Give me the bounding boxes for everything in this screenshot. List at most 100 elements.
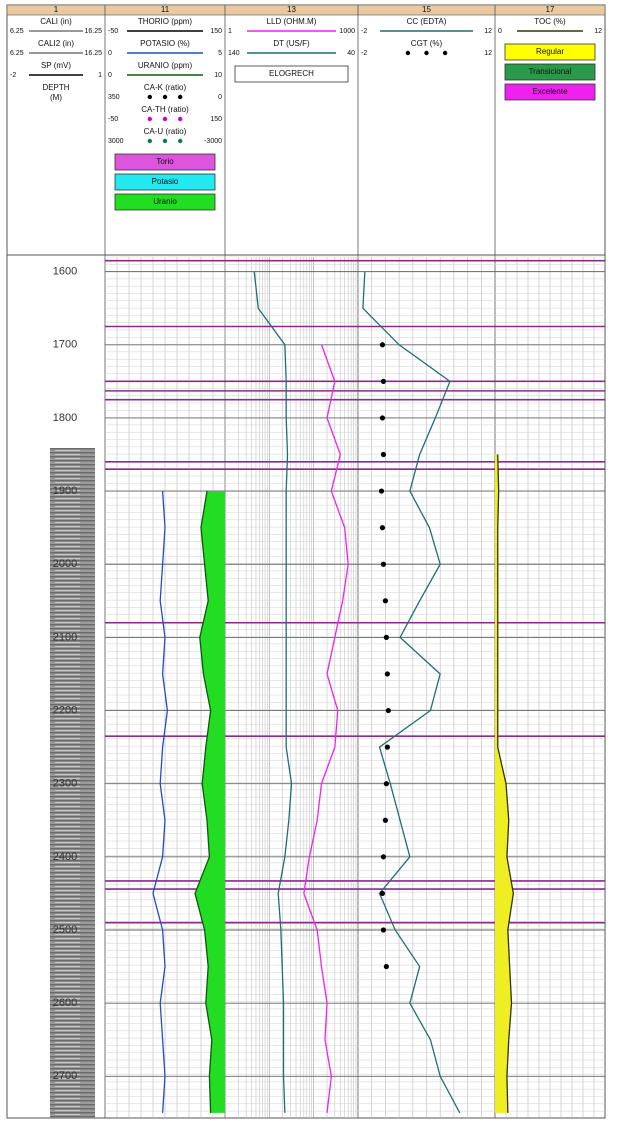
depth-label: 2100 xyxy=(53,631,77,643)
curve-name: TOC (%) xyxy=(534,17,566,26)
well-log: 1111315171600170018001900200021002200230… xyxy=(0,0,617,1123)
curve-dot xyxy=(381,927,386,932)
curve-dot xyxy=(380,891,385,896)
legend-box-label: Potasio xyxy=(152,177,179,186)
legend-box-label: ELOGRECH xyxy=(269,69,314,78)
scale-left: 6.25 xyxy=(10,50,24,57)
curve-name: URANIO (ppm) xyxy=(138,61,193,70)
track-number: 17 xyxy=(546,5,555,14)
legend-box-label: Excelente xyxy=(532,87,568,96)
legend-box-label: Torio xyxy=(156,157,174,166)
scale-left: 140 xyxy=(228,50,240,57)
scale-right: 0 xyxy=(218,94,222,101)
legend-dot xyxy=(178,95,182,99)
track-number: 1 xyxy=(54,5,59,14)
legend-dot xyxy=(178,139,182,143)
curve-name: POTASIO (%) xyxy=(140,39,190,48)
legend-dot xyxy=(163,117,167,121)
scale-right: 12 xyxy=(484,28,492,35)
curve-dot xyxy=(380,415,385,420)
curve-name: CGT (%) xyxy=(411,39,443,48)
curve-dot xyxy=(386,708,391,713)
depth-label: 2400 xyxy=(53,851,77,863)
curve-name: LLD (OHM.M) xyxy=(267,17,317,26)
scale-right: 150 xyxy=(210,116,222,123)
scale-left: 0 xyxy=(108,72,112,79)
depth-label: 1900 xyxy=(53,485,77,497)
scale-right: 10 xyxy=(214,72,222,79)
curve-dot xyxy=(384,635,389,640)
legend-dot xyxy=(443,51,447,55)
curve-dot xyxy=(380,342,385,347)
depth-label: 2300 xyxy=(53,778,77,790)
curve-dot xyxy=(384,964,389,969)
curve-dot xyxy=(383,598,388,603)
legend-box-label: Regular xyxy=(536,47,564,56)
scale-left: -50 xyxy=(108,28,118,35)
legend-dot xyxy=(424,51,428,55)
scale-left: 6.25 xyxy=(10,28,24,35)
curve-dot xyxy=(381,562,386,567)
scale-left: -2 xyxy=(361,50,367,57)
curve-dot xyxy=(385,671,390,676)
scale-right: 12 xyxy=(594,28,602,35)
scale-right: 40 xyxy=(347,50,355,57)
track-number-bar xyxy=(7,5,605,15)
depth-label: 2000 xyxy=(53,558,77,570)
curve-name: CA-U (ratio) xyxy=(144,127,187,136)
depth-label: 2200 xyxy=(53,704,77,716)
scale-left: -2 xyxy=(361,28,367,35)
frame xyxy=(7,5,605,1118)
scale-right: 1000 xyxy=(339,28,355,35)
curve-dot xyxy=(381,854,386,859)
scale-right: 1 xyxy=(98,72,102,79)
depth-label: 2500 xyxy=(53,924,77,936)
curve-name: DT (US/F) xyxy=(273,39,310,48)
curve-name: SP (mV) xyxy=(41,61,71,70)
scale-left: 0 xyxy=(498,28,502,35)
curve-dot xyxy=(379,488,384,493)
depth-unit: (M) xyxy=(50,93,62,102)
curve-dot xyxy=(385,745,390,750)
scale-right: 150 xyxy=(210,28,222,35)
depth-label: 2600 xyxy=(53,997,77,1009)
scale-left: 1 xyxy=(228,28,232,35)
scale-left: 350 xyxy=(108,94,120,101)
legend-dot xyxy=(148,95,152,99)
depth-label: 1600 xyxy=(53,266,77,278)
track-number: 15 xyxy=(422,5,431,14)
curve-dot xyxy=(384,781,389,786)
scale-left: 0 xyxy=(108,50,112,57)
legend-dot xyxy=(148,139,152,143)
legend-dot xyxy=(163,95,167,99)
legend-box-label: Transicional xyxy=(529,67,572,76)
track-number: 11 xyxy=(161,5,170,14)
curve-dot xyxy=(381,379,386,384)
curve-name: THORIO (ppm) xyxy=(138,17,193,26)
legend-dot xyxy=(148,117,152,121)
curve-dot xyxy=(381,452,386,457)
curve-dot xyxy=(380,525,385,530)
depth-label: 1800 xyxy=(53,412,77,424)
curve-name: CC (EDTA) xyxy=(407,17,447,26)
scale-left: -2 xyxy=(10,72,16,79)
scale-right: 16.25 xyxy=(84,28,102,35)
depth-label: 1700 xyxy=(53,339,77,351)
page: {"chart_data": { "type": "well-log", "de… xyxy=(0,0,617,1123)
curve-name: CALI (in) xyxy=(40,17,72,26)
legend-dot xyxy=(406,51,410,55)
scale-right: 5 xyxy=(218,50,222,57)
scale-right: 12 xyxy=(484,50,492,57)
scale-right: 16.25 xyxy=(84,50,102,57)
curve-dot xyxy=(383,818,388,823)
legend-box-label: Uranio xyxy=(153,197,177,206)
scale-left: 3000 xyxy=(108,138,124,145)
scale-left: -50 xyxy=(108,116,118,123)
scale-right: -3000 xyxy=(204,138,222,145)
curve-name: CALI2 (in) xyxy=(38,39,74,48)
legend-dot xyxy=(163,139,167,143)
curve-name: CA-TH (ratio) xyxy=(141,105,189,114)
depth-label: 2700 xyxy=(53,1070,77,1082)
legend-dot xyxy=(178,117,182,121)
curve-name: CA-K (ratio) xyxy=(144,83,187,92)
